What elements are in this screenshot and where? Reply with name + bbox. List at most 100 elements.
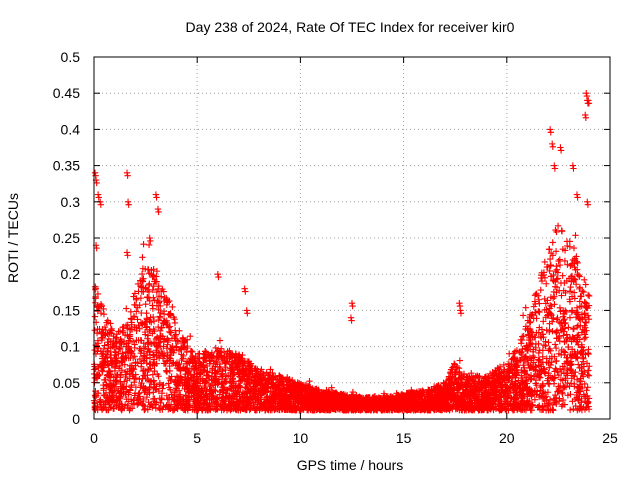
data-point (510, 356, 517, 363)
data-point (526, 397, 533, 405)
data-point (239, 405, 246, 413)
data-point (532, 367, 540, 374)
data-point (143, 309, 150, 317)
data-point (129, 338, 137, 345)
data-point (561, 338, 568, 346)
data-point (166, 323, 174, 330)
data-point (335, 394, 342, 401)
data-point (105, 335, 112, 343)
data-point (541, 306, 548, 314)
data-point (425, 389, 433, 397)
data-point (449, 364, 456, 371)
data-point (212, 387, 219, 395)
data-point (320, 389, 327, 396)
data-point (582, 324, 589, 331)
data-point (582, 334, 589, 341)
data-point (507, 394, 515, 402)
data-point (274, 398, 282, 405)
data-point (160, 351, 167, 359)
data-point (525, 344, 532, 352)
data-point (532, 309, 539, 316)
data-point (545, 246, 553, 253)
data-point (146, 297, 153, 305)
data-point (580, 391, 588, 398)
data-point (546, 328, 553, 335)
data-point (520, 332, 527, 340)
data-point (108, 398, 116, 405)
data-point (572, 368, 579, 376)
data-point (150, 283, 157, 290)
data-point (182, 360, 190, 367)
data-point (541, 258, 549, 266)
data-point (260, 386, 267, 394)
data-point (241, 377, 249, 385)
data-point (569, 325, 577, 333)
data-point (145, 366, 153, 373)
data-point (560, 307, 567, 314)
data-point (443, 406, 450, 413)
data-point (546, 301, 554, 309)
data-point (513, 388, 520, 396)
data-point (113, 378, 121, 385)
data-point (558, 227, 566, 235)
data-point (536, 347, 543, 354)
data-point (173, 360, 181, 368)
data-point (581, 368, 588, 376)
data-point (245, 404, 252, 411)
data-point (553, 266, 561, 273)
data-point (481, 374, 489, 381)
data-point (582, 319, 590, 327)
data-point (136, 355, 144, 363)
data-point (497, 392, 505, 399)
data-point (462, 386, 469, 393)
data-point (110, 339, 117, 347)
data-point (319, 390, 326, 398)
data-point (307, 405, 314, 412)
data-point (194, 382, 202, 389)
data-point (499, 384, 506, 391)
data-point (183, 398, 191, 406)
data-point (209, 365, 216, 372)
data-point (581, 406, 589, 413)
data-point (145, 281, 153, 289)
data-point (126, 368, 133, 375)
data-point (109, 391, 116, 399)
data-point (138, 270, 146, 278)
data-point (539, 403, 546, 411)
data-point (539, 394, 547, 401)
data-point (467, 383, 475, 391)
data-point (581, 298, 588, 306)
data-point (155, 299, 163, 307)
data-point (155, 404, 163, 411)
data-point (178, 345, 185, 352)
data-point (127, 326, 134, 333)
data-point (548, 315, 556, 322)
data-point (262, 387, 270, 394)
data-point (553, 357, 560, 365)
data-point (145, 241, 153, 249)
data-point (559, 377, 566, 384)
data-point (408, 395, 416, 403)
data-point (505, 375, 512, 382)
data-point (447, 395, 455, 402)
data-point (576, 298, 583, 305)
data-point (495, 396, 502, 404)
data-point (118, 366, 126, 374)
data-point (529, 402, 536, 409)
data-point (549, 374, 556, 382)
data-point (166, 362, 173, 370)
data-point (179, 334, 187, 342)
data-point (207, 382, 214, 390)
chart-title: Day 238 of 2024, Rate Of TEC Index for r… (186, 19, 515, 35)
data-point (306, 378, 313, 385)
data-point (459, 397, 467, 404)
data-point (439, 396, 447, 404)
data-point (155, 323, 162, 331)
data-point (113, 359, 120, 367)
data-point (118, 357, 125, 365)
data-point (586, 363, 593, 370)
data-point (543, 397, 550, 405)
data-point (582, 351, 589, 358)
data-point (134, 280, 142, 288)
data-point (97, 309, 105, 317)
